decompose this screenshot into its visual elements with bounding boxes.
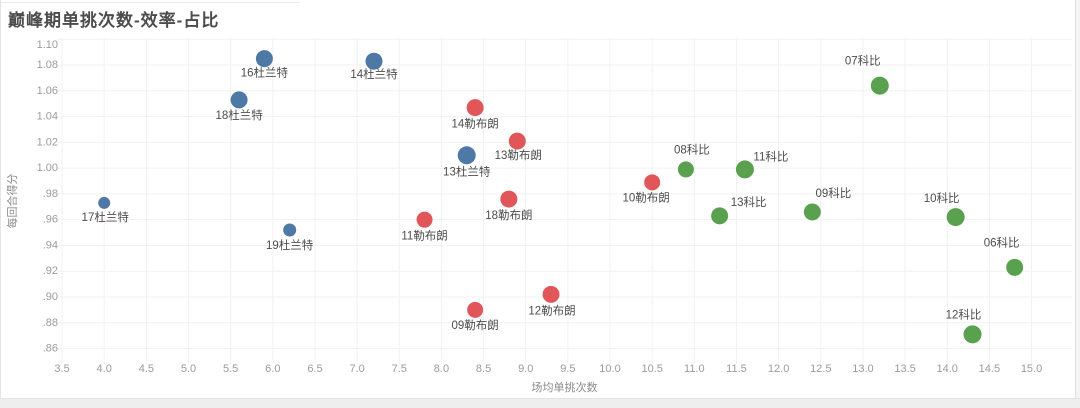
data-point-勒布朗[interactable] <box>500 190 518 208</box>
data-point-杜兰特[interactable] <box>230 91 248 109</box>
y-tick-label: .88 <box>43 317 58 329</box>
point-label: 13科比 <box>731 195 767 209</box>
y-tick-label: 1.08 <box>37 59 58 71</box>
point-label: 09勒布朗 <box>451 319 498 332</box>
data-point-科比[interactable] <box>1006 258 1024 276</box>
y-tick-label: .92 <box>43 265 58 277</box>
data-point-勒布朗[interactable] <box>644 174 661 191</box>
x-tick-label: 7.0 <box>349 363 364 375</box>
x-tick-label: 5.5 <box>223 363 238 375</box>
data-point-勒布朗[interactable] <box>467 301 484 318</box>
x-tick-label: 15.0 <box>1021 363 1042 375</box>
x-tick-label: 8.5 <box>476 363 491 375</box>
x-tick-label: 8.0 <box>434 363 449 375</box>
point-label: 10科比 <box>924 191 960 205</box>
point-label: 13勒布朗 <box>495 149 542 162</box>
x-tick-label: 4.5 <box>139 363 154 375</box>
data-point-杜兰特[interactable] <box>365 52 383 70</box>
data-point-科比[interactable] <box>803 203 821 221</box>
y-tick-label: .96 <box>43 214 58 226</box>
point-label: 16杜兰特 <box>241 66 289 80</box>
data-point-科比[interactable] <box>870 76 889 95</box>
data-point-杜兰特[interactable] <box>255 50 273 68</box>
point-label: 10勒布朗 <box>623 191 670 204</box>
x-tick-label: 11.0 <box>684 363 705 375</box>
data-point-科比[interactable] <box>711 207 729 225</box>
data-point-科比[interactable] <box>963 325 982 344</box>
x-tick-label: 9.5 <box>560 363 575 375</box>
data-point-勒布朗[interactable] <box>508 132 526 150</box>
right-pane-divider <box>1075 0 1076 408</box>
x-tick-label: 13.0 <box>852 363 873 375</box>
point-label: 18杜兰特 <box>215 108 263 122</box>
y-tick-label: .86 <box>43 343 58 355</box>
bottom-scroll-gutter <box>0 398 1080 408</box>
point-label: 11科比 <box>753 149 788 163</box>
data-point-科比[interactable] <box>946 208 965 227</box>
data-point-勒布朗[interactable] <box>416 211 433 228</box>
x-tick-label: 4.0 <box>97 363 112 375</box>
x-tick-label: 3.5 <box>54 363 69 375</box>
chart-title: 巅峰期单挑次数-效率-占比 <box>8 11 220 30</box>
data-point-科比[interactable] <box>735 160 754 179</box>
x-tick-label: 14.5 <box>979 363 1000 375</box>
point-label: 14勒布朗 <box>451 118 498 131</box>
data-point-杜兰特[interactable] <box>457 146 476 165</box>
y-tick-label: .98 <box>43 188 58 200</box>
x-tick-label: 12.5 <box>810 363 831 375</box>
y-tick-label: .94 <box>43 239 58 251</box>
point-label: 08科比 <box>674 142 710 156</box>
point-label: 12科比 <box>946 307 982 321</box>
x-tick-label: 9.0 <box>518 363 533 375</box>
point-label: 13杜兰特 <box>443 164 491 178</box>
y-axis-title: 每回合得分 <box>5 174 19 229</box>
x-tick-label: 7.5 <box>392 363 407 375</box>
y-tick-label: 1.10 <box>37 39 58 51</box>
x-tick-label: 13.5 <box>894 363 915 375</box>
left-pane-border <box>0 0 1 408</box>
y-tick-label: 1.04 <box>37 111 58 123</box>
x-tick-label: 6.0 <box>265 363 280 375</box>
point-label: 12勒布朗 <box>528 304 575 317</box>
x-axis-title: 场均单挑次数 <box>532 380 598 394</box>
point-label: 06科比 <box>984 235 1020 249</box>
x-tick-label: 14.0 <box>937 363 958 375</box>
point-label: 18勒布朗 <box>485 209 532 222</box>
top-edge-line <box>0 2 300 3</box>
point-label: 11勒布朗 <box>401 230 447 243</box>
x-tick-label: 10.5 <box>641 363 662 375</box>
y-tick-label: 1.06 <box>37 85 58 97</box>
y-tick-label: .90 <box>43 291 58 303</box>
point-label: 09科比 <box>815 186 851 200</box>
data-point-勒布朗[interactable] <box>466 99 484 117</box>
y-tick-label: 1.02 <box>37 136 58 148</box>
y-tick-label: 1.00 <box>37 162 58 174</box>
x-tick-label: 11.5 <box>726 363 747 375</box>
data-point-勒布朗[interactable] <box>542 285 560 303</box>
point-label: 07科比 <box>845 54 881 68</box>
point-label: 14杜兰特 <box>350 67 398 81</box>
data-point-杜兰特[interactable] <box>98 196 111 209</box>
data-point-杜兰特[interactable] <box>283 223 297 237</box>
right-gutter <box>1076 0 1080 408</box>
data-point-科比[interactable] <box>677 161 694 178</box>
x-tick-label: 10.0 <box>599 363 620 375</box>
x-tick-label: 12.0 <box>768 363 789 375</box>
point-label: 19杜兰特 <box>266 238 314 252</box>
x-tick-label: 5.0 <box>181 363 196 375</box>
x-tick-label: 6.5 <box>307 363 322 375</box>
point-label: 17杜兰特 <box>82 210 130 224</box>
